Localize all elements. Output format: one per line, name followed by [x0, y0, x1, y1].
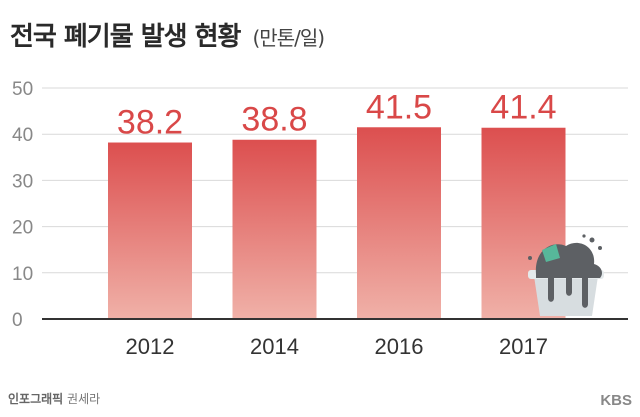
- value-labels: 38.2 38.8 41.5 41.4: [117, 88, 557, 141]
- y-tick-label: 30: [12, 171, 33, 192]
- data-label-2014: 38.8: [241, 101, 307, 139]
- y-tick-label: 40: [12, 125, 33, 146]
- data-label-2012: 38.2: [117, 104, 183, 142]
- x-tick-label-2012: 2012: [126, 334, 175, 359]
- x-tick-label-2014: 2014: [250, 334, 299, 359]
- data-label-2017: 41.4: [490, 89, 556, 127]
- bars: [108, 127, 566, 320]
- y-tick-label: 10: [12, 264, 33, 285]
- garbage-bin-icon: [528, 234, 604, 316]
- bar-2012: [108, 142, 192, 319]
- y-tick-label: 50: [12, 79, 33, 100]
- title-text: 전국 폐기물 발생 현황: [10, 22, 241, 52]
- bar-2016: [357, 127, 441, 320]
- kbs-logo-text: KBS: [600, 392, 632, 409]
- data-label-2016: 41.5: [366, 88, 432, 126]
- x-tick-label-2017: 2017: [499, 334, 548, 359]
- credit-name: 권세라: [67, 392, 101, 406]
- y-tick-label: 0: [12, 310, 23, 331]
- y-tick-label: 20: [12, 218, 33, 239]
- x-tick-label-2016: 2016: [375, 334, 424, 359]
- y-axis-ticks: 0 10 20 30 40 50: [12, 79, 33, 331]
- x-axis-ticks: 2012 2014 2016 2017: [126, 334, 548, 359]
- credit-brand: 인포그래픽: [8, 392, 64, 406]
- chart-title: 전국 폐기물 발생 현황 (만톤/일): [10, 16, 326, 53]
- kbs-logo: KBS: [600, 392, 632, 409]
- unit-label: (만톤/일): [252, 26, 326, 50]
- credit: 인포그래픽 권세라: [8, 390, 100, 407]
- bar-2014: [232, 139, 317, 319]
